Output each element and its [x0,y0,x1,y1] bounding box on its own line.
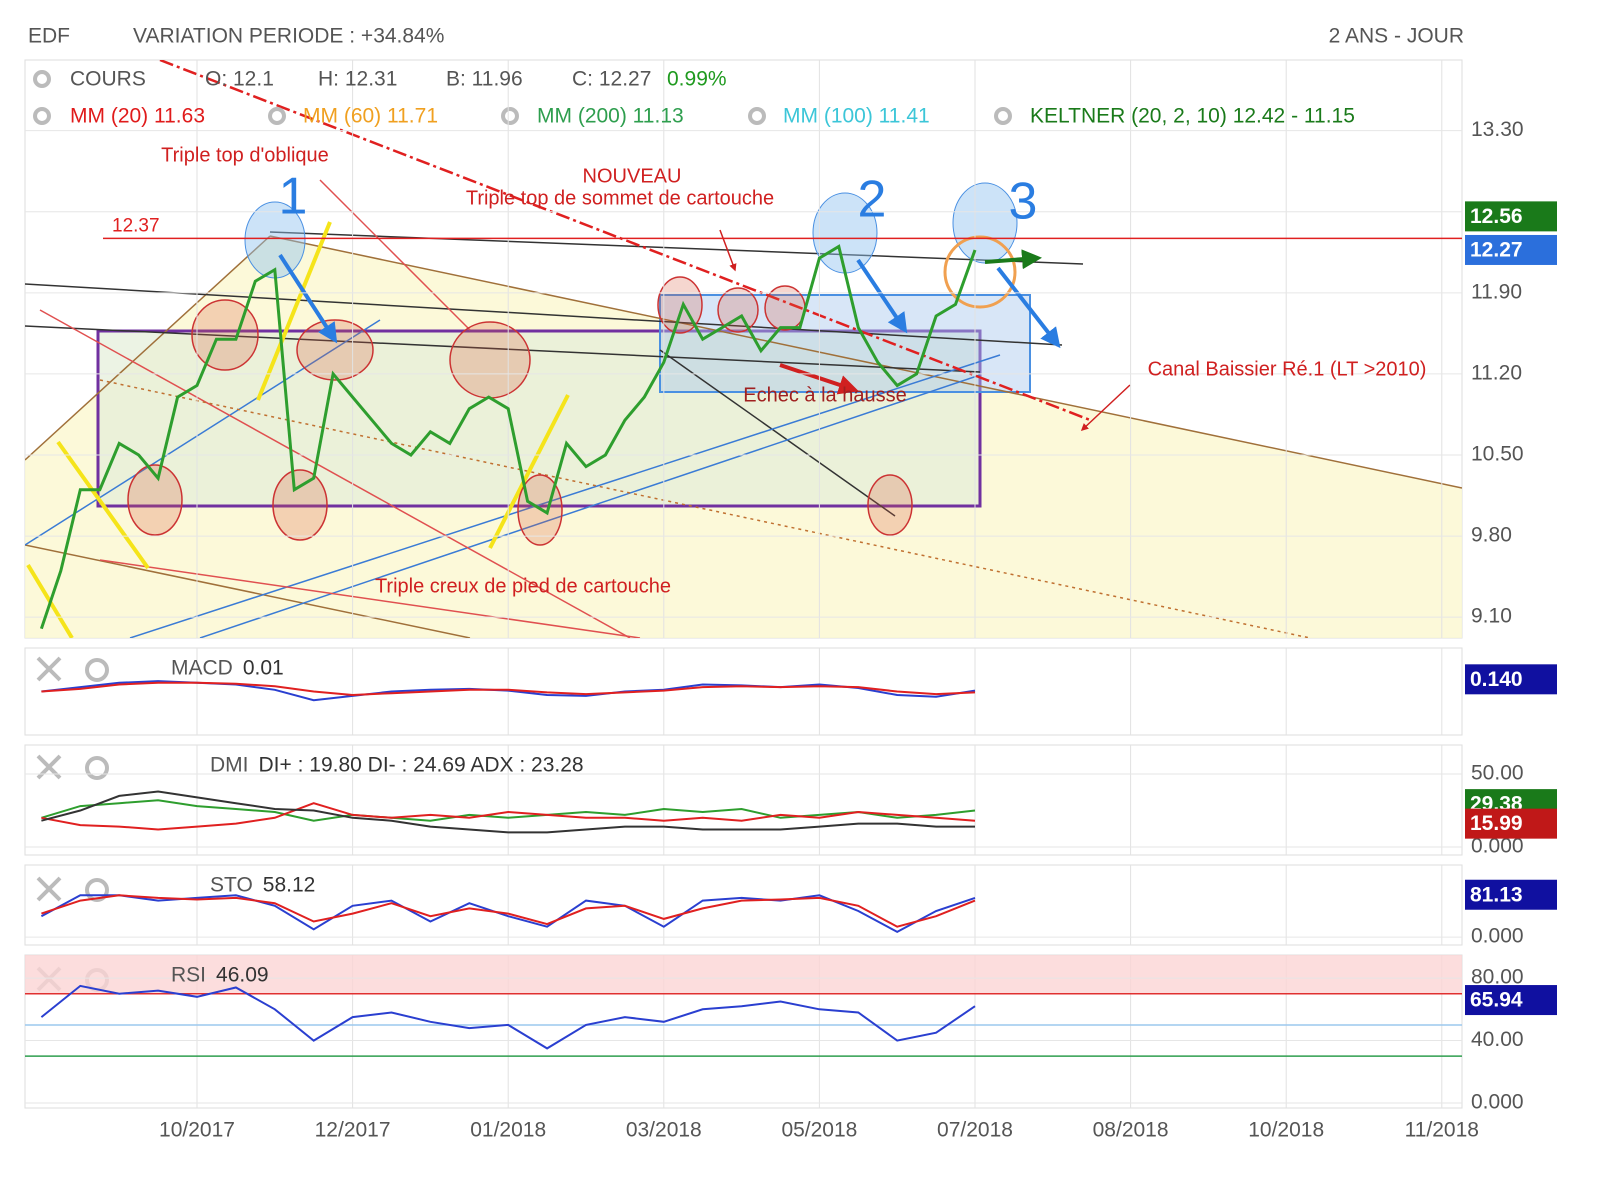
legend-entry: C: 12.27 [572,68,651,91]
red-circles [127,276,913,546]
arrows [278,229,1131,432]
legend-entry: COURS [70,68,146,91]
series-line [41,799,976,822]
x-tick-label: 12/2017 [315,1119,391,1142]
indicator-label: DMI [210,754,249,777]
series-line [41,790,975,834]
legend-entry: O: 12.1 [205,68,274,91]
series-line [40,894,976,934]
indicator-label: RSI [171,964,206,987]
price-badge [1465,985,1557,1016]
annotation: Triple creux de pied de cartouche [375,575,671,597]
range-box [96,329,982,508]
annotation: Echec à la hausse [743,384,906,406]
drawings [25,60,1462,638]
y-tick-label: 9.10 [1471,605,1512,628]
y-tick-label: 80.00 [1471,966,1524,989]
y-tick-label: 0.000 [1471,835,1524,858]
x-tick-label: 08/2018 [1093,1119,1169,1142]
x-tick-label: 03/2018 [626,1119,702,1142]
y-tick-label: 11.90 [1471,280,1522,303]
indicator-value: 46.09 [216,964,269,987]
dmi-panel [24,744,1463,856]
y-tick-label: 0.000 [1471,1091,1524,1114]
y-tick-label: 10.50 [1471,443,1524,466]
legend-entry: MM (60) 11.71 [303,105,438,128]
indicator-value: 0.01 [243,657,284,680]
x-tick-label: 10/2018 [1248,1119,1324,1142]
legend-entry: MM (20) 11.63 [70,105,205,128]
trend-lines [25,60,1462,638]
x-tick-label: 05/2018 [781,1119,857,1142]
x-tick-label: 01/2018 [470,1119,546,1142]
indicator-value: DI+ : 19.80 DI- : 24.69 ADX : 23.28 [259,754,584,777]
indicator-label: STO [210,874,253,897]
series-line [41,894,976,928]
price-badge-label: 12.56 [1470,205,1523,228]
x-tick-label: 07/2018 [937,1119,1013,1142]
x-tick-label: 11/2018 [1405,1119,1479,1142]
price-badge [1465,664,1557,695]
overbought-zone [25,955,1462,994]
price-badge-label: 0.140 [1470,668,1523,691]
indicator-value: 58.12 [263,874,316,897]
annotation: Triple top d'oblique [161,144,329,166]
series-line [40,984,976,1050]
annotation: Triple top de sommet de cartouche [466,187,774,209]
price-badge [1465,808,1557,839]
series-line [39,244,977,630]
y-tick-label: 0.000 [1471,925,1524,948]
yellow-lines [26,221,570,638]
sto-panel [24,864,1463,946]
annotation: 2 [858,171,887,229]
y-tick-label: 11.20 [1471,361,1522,384]
x-tick-label: 10/2017 [159,1119,235,1142]
orange-circle [943,235,1017,309]
price-badge [1465,234,1557,265]
legend-entry: MM (100) 11.41 [783,105,930,128]
y-tick-label: 40.00 [1471,1028,1524,1051]
indicator-label: MACD [171,657,233,680]
legend-entry: 0.99% [667,68,727,91]
price-badge [1465,879,1557,910]
annotation: NOUVEAU [583,165,682,187]
annotation: Canal Baissier Ré.1 (LT >2010) [1148,358,1427,380]
y-tick-label: 9.80 [1471,524,1512,547]
symbol: EDF [28,25,70,48]
price-badge-label: 65.94 [1470,989,1523,1012]
legend-entry: KELTNER (20, 2, 10) 12.42 - 11.15 [1030,105,1355,128]
series-line [41,681,976,697]
annotation: 3 [1009,173,1038,231]
price-badge-label: 81.13 [1470,883,1523,906]
price-badge [1465,201,1557,232]
h-line-label: 12.37 [112,215,160,236]
series-line [41,802,976,831]
price-badge-label: 15.99 [1470,812,1523,835]
legend-entry: H: 12.31 [318,68,397,91]
price-badge-label: 12.27 [1470,239,1523,262]
macd-panel [24,647,1463,736]
legend-entry: MM (200) 11.13 [537,105,684,128]
annotation: 1 [279,168,308,226]
y-tick-label: 50.00 [1471,762,1524,785]
period: 2 ANS - JOUR [1329,25,1464,48]
legend-entry: B: 11.96 [446,68,523,91]
variation: VARIATION PERIODE : +34.84% [133,25,444,48]
y-tick-label: 13.30 [1471,118,1524,141]
